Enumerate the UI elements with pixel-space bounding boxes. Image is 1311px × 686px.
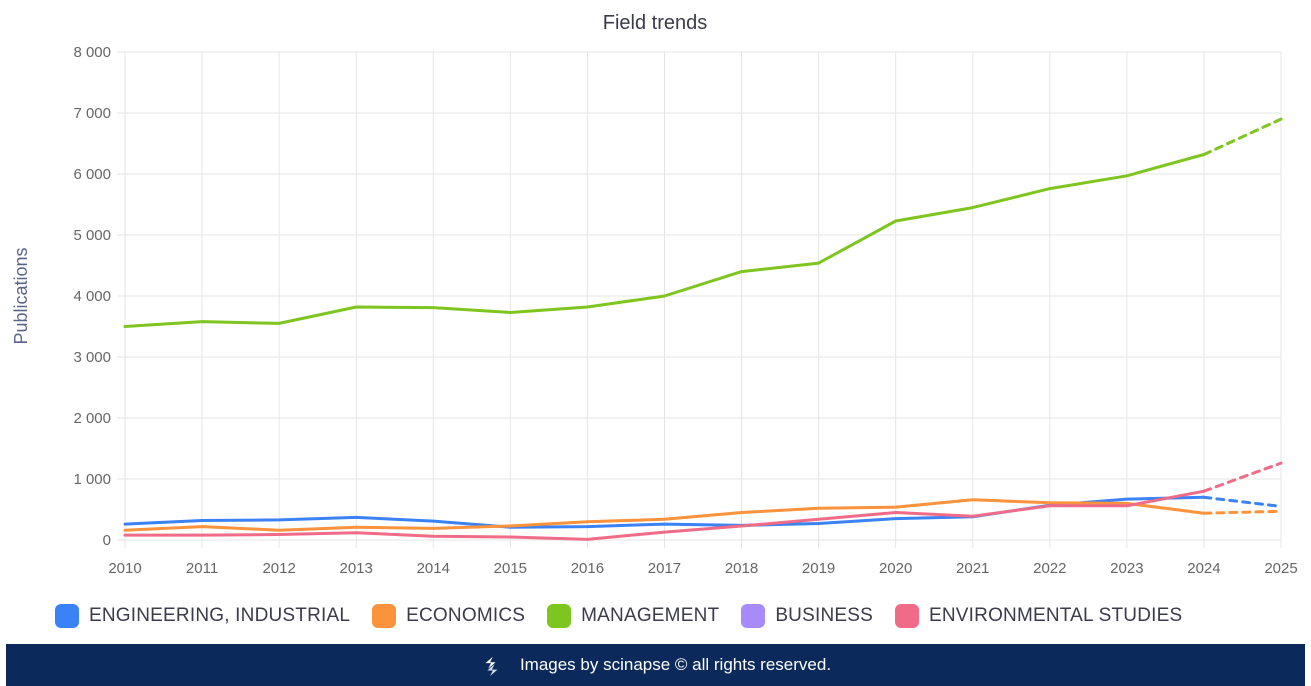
x-tick-label: 2019 <box>802 560 835 577</box>
series-line-environmental-studies <box>123 489 1206 541</box>
x-tick-label: 2014 <box>417 560 450 577</box>
x-tick-label: 2012 <box>262 560 295 577</box>
legend-item-environmental-studies[interactable]: ENVIRONMENTAL STUDIES <box>895 604 1182 628</box>
legend: ENGINEERING, INDUSTRIAL ECONOMICS MANAGEME… <box>55 600 1182 632</box>
x-tick-label: 2020 <box>879 560 912 577</box>
y-axis-label: Publications <box>11 247 31 344</box>
footer-banner: Images by scinapse © all rights reserved… <box>6 644 1305 686</box>
series-line-management <box>123 153 1206 328</box>
y-tick-label: 3 000 <box>73 349 111 366</box>
y-tick-label: 8 000 <box>73 44 111 61</box>
legend-item-economics[interactable]: ECONOMICS <box>372 604 525 628</box>
x-tick-label: 2016 <box>571 560 604 577</box>
series-projection-management <box>1202 117 1283 156</box>
legend-label: ECONOMICS <box>406 605 526 626</box>
legend-label: ENGINEERING, INDUSTRIAL <box>89 605 351 626</box>
x-tick-label: 2025 <box>1264 560 1297 577</box>
series-projection-environmental-studies <box>1202 461 1283 493</box>
series-projection-economics <box>1202 509 1283 515</box>
y-tick-label: 1 000 <box>73 471 111 488</box>
x-tick-label: 2022 <box>1033 560 1066 577</box>
legend-item-management[interactable]: MANAGEMENT <box>547 604 719 628</box>
legend-label: BUSINESS <box>775 605 873 626</box>
chart-title: Field trends <box>603 12 708 34</box>
legend-swatch <box>895 604 919 628</box>
series-lines <box>123 117 1283 541</box>
series-line-economics <box>123 498 1206 532</box>
x-tick-label: 2021 <box>956 560 989 577</box>
y-tick-label: 4 000 <box>73 288 111 305</box>
footer-text: Images by scinapse © all rights reserved… <box>519 655 832 674</box>
legend-label: ENVIRONMENTAL STUDIES <box>929 605 1183 626</box>
x-tick-label: 2017 <box>648 560 681 577</box>
y-tick-label: 0 <box>103 532 111 549</box>
axis-tick-labels: 0 1 000 2 000 3 000 4 000 5 000 6 000 7 000 8 00… <box>73 44 1297 577</box>
legend-label: MANAGEMENT <box>581 605 720 626</box>
x-tick-label: 2013 <box>340 560 373 577</box>
y-tick-label: 2 000 <box>73 410 111 427</box>
y-tick-label: 6 000 <box>73 166 111 183</box>
legend-swatch <box>55 604 79 628</box>
x-tick-label: 2015 <box>494 560 527 577</box>
x-tick-label: 2018 <box>725 560 758 577</box>
x-tick-label: 2011 <box>186 560 218 577</box>
grid <box>117 51 1282 548</box>
y-tick-label: 5 000 <box>73 227 111 244</box>
y-tick-label: 7 000 <box>73 105 111 122</box>
legend-item-engineering-industrial[interactable]: ENGINEERING, INDUSTRIAL <box>55 604 350 628</box>
scinapse-logo-icon <box>485 656 498 676</box>
legend-item-business[interactable]: BUSINESS <box>741 604 873 628</box>
series-projection-engineering-industrial <box>1202 495 1283 508</box>
legend-swatch <box>372 604 397 628</box>
legend-swatch <box>741 604 766 628</box>
x-tick-label: 2023 <box>1110 560 1143 577</box>
legend-swatch <box>547 604 572 628</box>
x-tick-label: 2024 <box>1187 560 1220 577</box>
x-tick-label: 2010 <box>108 560 141 577</box>
chart-canvas: Field trends Publications 0 1 000 2 000 3 0… <box>11 12 1298 577</box>
